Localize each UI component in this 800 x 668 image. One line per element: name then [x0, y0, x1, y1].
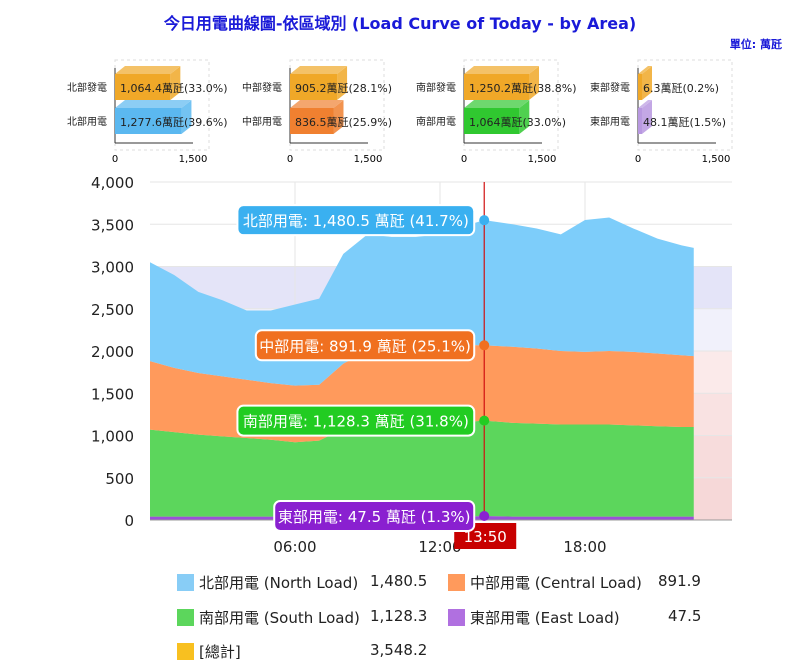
mini-grid [637, 59, 733, 151]
y-tick-label: 2,500 [91, 301, 134, 319]
mini-bar [115, 74, 171, 100]
mini-tick: 1,500 [702, 154, 731, 165]
mini-tick: 1,500 [354, 154, 383, 165]
mini-bar-label: 東部用電 [590, 115, 630, 128]
mini-grid [289, 59, 385, 151]
tooltip-box [236, 404, 476, 437]
mini-tick: 0 [287, 154, 293, 165]
mini-tick: 1,500 [179, 154, 208, 165]
mini-bar-value: 1,250.2萬瓩(38.8%) [469, 82, 577, 95]
mini-grid [114, 59, 210, 151]
legend-item-label[interactable]: 南部用電 (South Load) [199, 609, 360, 627]
mini-bar-top [464, 66, 540, 74]
mini-bar-side [642, 66, 652, 101]
y-tick-label: 0 [124, 512, 134, 530]
legend-item-value: 891.9 [658, 572, 701, 590]
x-tick-label: 18:00 [563, 538, 606, 556]
legend-item-value: 3,548.2 [370, 641, 428, 659]
mini-bar-side [181, 100, 192, 134]
tooltip-point [479, 215, 490, 226]
tooltip-text: 東部用電: 47.5 萬瓩 (1.3%) [278, 508, 471, 526]
y-tick-label: 3,500 [91, 216, 134, 234]
legend-item-label[interactable]: 東部用電 (East Load) [470, 609, 620, 627]
mini-bar-side [333, 100, 344, 134]
legend-swatch [448, 574, 465, 591]
legend-swatch [177, 574, 194, 591]
legend-item-label[interactable]: 中部用電 (Central Load) [470, 574, 642, 592]
mini-bar-side [337, 66, 348, 100]
mini-tick: 0 [461, 154, 467, 165]
y-tick-label: 1,000 [91, 428, 134, 446]
mini-bar-top [290, 100, 344, 108]
mini-bar [290, 108, 334, 134]
mini-bar-top [464, 100, 530, 108]
legend-item-value: 1,128.3 [370, 607, 428, 625]
legend-item-value: 1,480.5 [370, 572, 428, 590]
mini-bar [464, 108, 520, 134]
mini-bar-value: 6.3萬瓩(0.2%) [643, 82, 719, 95]
mini-bar-top [115, 66, 181, 74]
mini-bar-label: 南部發電 [416, 81, 456, 94]
mini-bar-value: 1,064.4萬瓩(33.0%) [120, 82, 228, 95]
y-tick-label: 4,000 [91, 174, 134, 192]
mini-bar-top [638, 100, 652, 108]
mini-tick: 0 [112, 154, 118, 165]
mini-bar-value: 1,277.6萬瓩(39.6%) [120, 116, 228, 129]
legend-item-label[interactable]: [總計] [199, 643, 241, 661]
x-tick-label: 12:00 [418, 538, 461, 556]
mini-bar [464, 74, 530, 100]
legend-item-label[interactable]: 北部用電 (North Load) [199, 574, 359, 592]
tooltip-point [479, 340, 490, 351]
y-tick-label: 1,500 [91, 385, 134, 403]
tooltip-text: 南部用電: 1,128.3 萬瓩 (31.8%) [243, 413, 469, 431]
mini-bar-label: 中部用電 [242, 115, 282, 128]
legend-swatch [177, 643, 194, 660]
mini-bar [290, 74, 338, 100]
mini-grid [463, 59, 559, 151]
tooltip-box [236, 204, 476, 237]
mini-bar-label: 北部發電 [67, 81, 107, 94]
mini-tick: 1,500 [528, 154, 557, 165]
mini-bar [638, 108, 642, 134]
tooltip-text: 北部用電: 1,480.5 萬瓩 (41.7%) [243, 212, 469, 230]
mini-bar-label: 北部用電 [67, 115, 107, 128]
mini-bar [638, 74, 642, 100]
legend-swatch [177, 609, 194, 626]
area-series [150, 420, 694, 517]
unit-label: 單位: 萬瓩 [729, 38, 782, 51]
mini-bar-top [290, 66, 348, 74]
y-tick-label: 500 [105, 470, 134, 488]
x-tick-label: 06:00 [273, 538, 316, 556]
mini-bar [115, 108, 182, 134]
tooltip-box [254, 329, 476, 362]
mini-bar-side [519, 100, 530, 134]
legend-item-value: 47.5 [668, 607, 702, 625]
tooltip-point [479, 510, 490, 521]
mini-bar-label: 南部用電 [416, 115, 456, 128]
chart-title: 今日用電曲線圖-依區域別 (Load Curve of Today - by A… [163, 14, 637, 33]
mini-bar-side [642, 100, 652, 135]
y-tick-label: 3,000 [91, 259, 134, 277]
mini-bar-top [638, 66, 652, 74]
mini-bar-value: 905.2萬瓩(28.1%) [295, 82, 392, 95]
mini-bar-label: 東部發電 [590, 81, 630, 94]
tooltip-text: 中部用電: 891.9 萬瓩 (25.1%) [259, 337, 471, 355]
legend-swatch [448, 609, 465, 626]
mini-tick: 0 [635, 154, 641, 165]
mini-bar-value: 836.5萬瓩(25.9%) [295, 116, 392, 129]
mini-bar-side [529, 66, 540, 101]
y-tick-label: 2,000 [91, 343, 134, 361]
tooltip-point [479, 415, 490, 426]
mini-bar-label: 中部發電 [242, 81, 282, 94]
mini-bar-top [115, 100, 192, 108]
tooltip-box [273, 499, 476, 532]
mini-bar-value: 1,064萬瓩(33.0%) [469, 116, 566, 129]
mini-bar-value: 48.1萬瓩(1.5%) [643, 116, 726, 129]
mini-bar-side [170, 66, 181, 100]
cursor-label: 13:50 [464, 528, 507, 546]
